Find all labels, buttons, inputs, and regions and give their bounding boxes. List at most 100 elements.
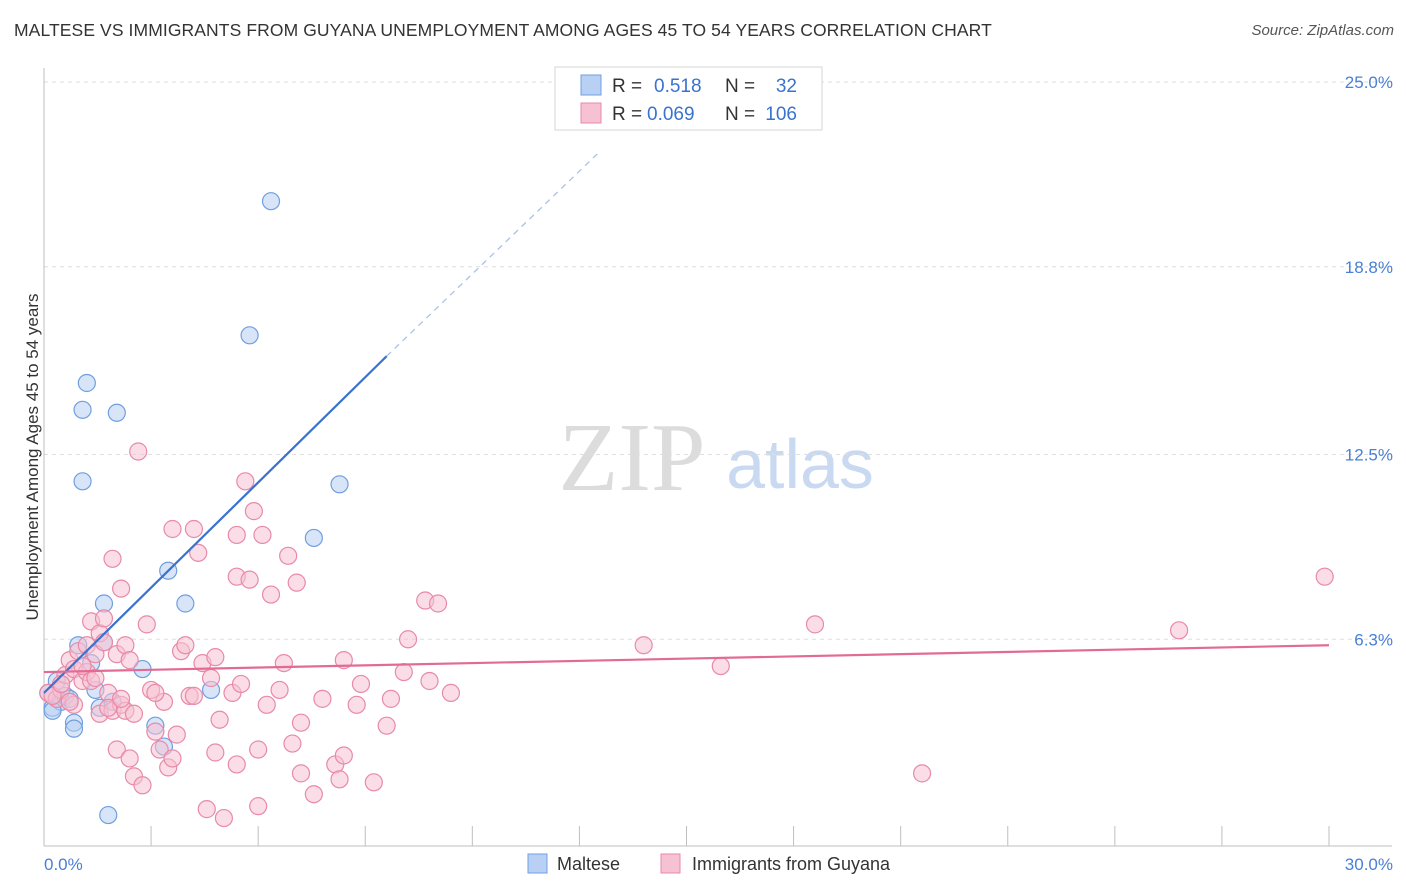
guyana-point <box>394 662 413 682</box>
guyana-point <box>201 668 221 688</box>
legend-r-value-1: 0.518 <box>654 76 702 97</box>
guyana-point <box>206 648 225 667</box>
grid-lines <box>44 81 1392 640</box>
guyana-point <box>805 615 825 634</box>
guyana-point <box>163 519 182 539</box>
guyana-point <box>150 740 169 759</box>
maltese-trend-extension <box>386 150 602 357</box>
guyana-point <box>377 716 396 735</box>
legend-n-label-2: N = <box>725 104 755 125</box>
guyana-point <box>133 776 152 795</box>
legend-swatch-guyana <box>580 102 602 124</box>
maltese-point <box>304 528 323 548</box>
guyana-point <box>60 692 79 711</box>
guyana-point <box>214 808 233 828</box>
guyana-point <box>291 764 311 783</box>
guyana-point <box>330 770 349 789</box>
axes <box>43 68 1392 847</box>
guyana-point <box>253 525 272 545</box>
guyana-point <box>398 630 418 649</box>
guyana-point <box>94 609 114 628</box>
guyana-point <box>227 525 246 545</box>
guyana-point <box>364 773 383 792</box>
guyana-point <box>711 656 730 676</box>
guyana-point <box>441 683 461 703</box>
guyana-point <box>270 680 289 700</box>
guyana-point <box>1315 567 1334 586</box>
guyana-point <box>120 651 139 670</box>
guyana-point <box>291 713 311 732</box>
guyana-point <box>381 689 401 708</box>
maltese-point <box>64 719 84 738</box>
legend-r-label-2: R = <box>612 104 642 125</box>
guyana-point <box>257 695 276 714</box>
guyana-point <box>428 594 448 613</box>
guyana-point <box>236 472 255 491</box>
guyana-point <box>137 615 156 634</box>
guyana-point <box>184 519 204 539</box>
guyana-point <box>111 579 131 598</box>
legend-n-label-1: N = <box>725 76 755 97</box>
guyana-point <box>279 546 298 565</box>
guyana-point <box>334 651 353 670</box>
guyana-point <box>210 710 229 729</box>
guyana-point <box>287 573 306 592</box>
maltese-point <box>107 403 126 422</box>
maltese-point <box>176 594 195 613</box>
guyana-point <box>146 683 165 703</box>
guyana-point <box>107 740 126 759</box>
bottom-legend-swatch-guyana <box>660 853 681 874</box>
guyana-point <box>116 636 135 655</box>
y-tick-labels: 6.3% 12.5% 18.8% 25.0% <box>1345 73 1393 649</box>
guyana-trend-line <box>43 644 1330 674</box>
x-ticks <box>43 826 1330 846</box>
trend-lines <box>43 150 1330 694</box>
bottom-legend-label-guyana: Immigrants from Guyana <box>692 854 891 874</box>
series-legend: Maltese Immigrants from Guyana <box>527 853 891 874</box>
guyana-point <box>111 689 131 708</box>
maltese-point <box>77 373 96 393</box>
guyana-point <box>129 442 148 461</box>
maltese-point <box>330 475 349 494</box>
watermark-zip: ZIP <box>559 404 706 512</box>
guyana-point <box>99 698 118 717</box>
guyana-point <box>124 704 144 723</box>
y-tick-label: 6.3% <box>1354 630 1393 649</box>
guyana-point <box>313 689 332 708</box>
guyana-point <box>261 585 281 604</box>
stats-legend: R = 0.518 N = 32 R = 0.069 N = 106 <box>554 66 823 131</box>
guyana-point <box>163 749 182 768</box>
legend-n-value-1: 32 <box>776 76 797 97</box>
series-guyana-points <box>39 442 1334 828</box>
guyana-point <box>189 543 208 562</box>
guyana-point <box>347 695 366 714</box>
maltese-point <box>73 472 92 491</box>
source-credit: Source: ZipAtlas.com <box>1251 22 1394 39</box>
guyana-point <box>184 686 204 705</box>
watermark-atlas: atlas <box>726 425 874 503</box>
guyana-point <box>249 740 268 759</box>
legend-swatch-maltese <box>580 74 602 96</box>
guyana-point <box>176 636 195 655</box>
maltese-point <box>73 400 92 419</box>
maltese-point <box>99 805 118 825</box>
guyana-point <box>249 797 268 816</box>
guyana-point <box>120 749 139 768</box>
guyana-point <box>231 674 251 694</box>
bottom-legend-label-maltese: Maltese <box>557 854 620 874</box>
legend-r-value-2: 0.069 <box>647 104 695 125</box>
guyana-point <box>334 746 353 765</box>
guyana-point <box>52 674 71 694</box>
guyana-point <box>146 722 165 741</box>
maltese-point <box>261 192 281 211</box>
guyana-point <box>103 549 122 568</box>
guyana-point <box>206 743 225 762</box>
guyana-point <box>634 636 653 655</box>
guyana-point <box>240 570 259 589</box>
guyana-point <box>304 785 323 804</box>
legend-n-value-2: 106 <box>765 104 797 125</box>
maltese-trend-line <box>43 355 388 694</box>
guyana-point <box>197 800 216 819</box>
y-tick-label: 12.5% <box>1345 446 1393 465</box>
